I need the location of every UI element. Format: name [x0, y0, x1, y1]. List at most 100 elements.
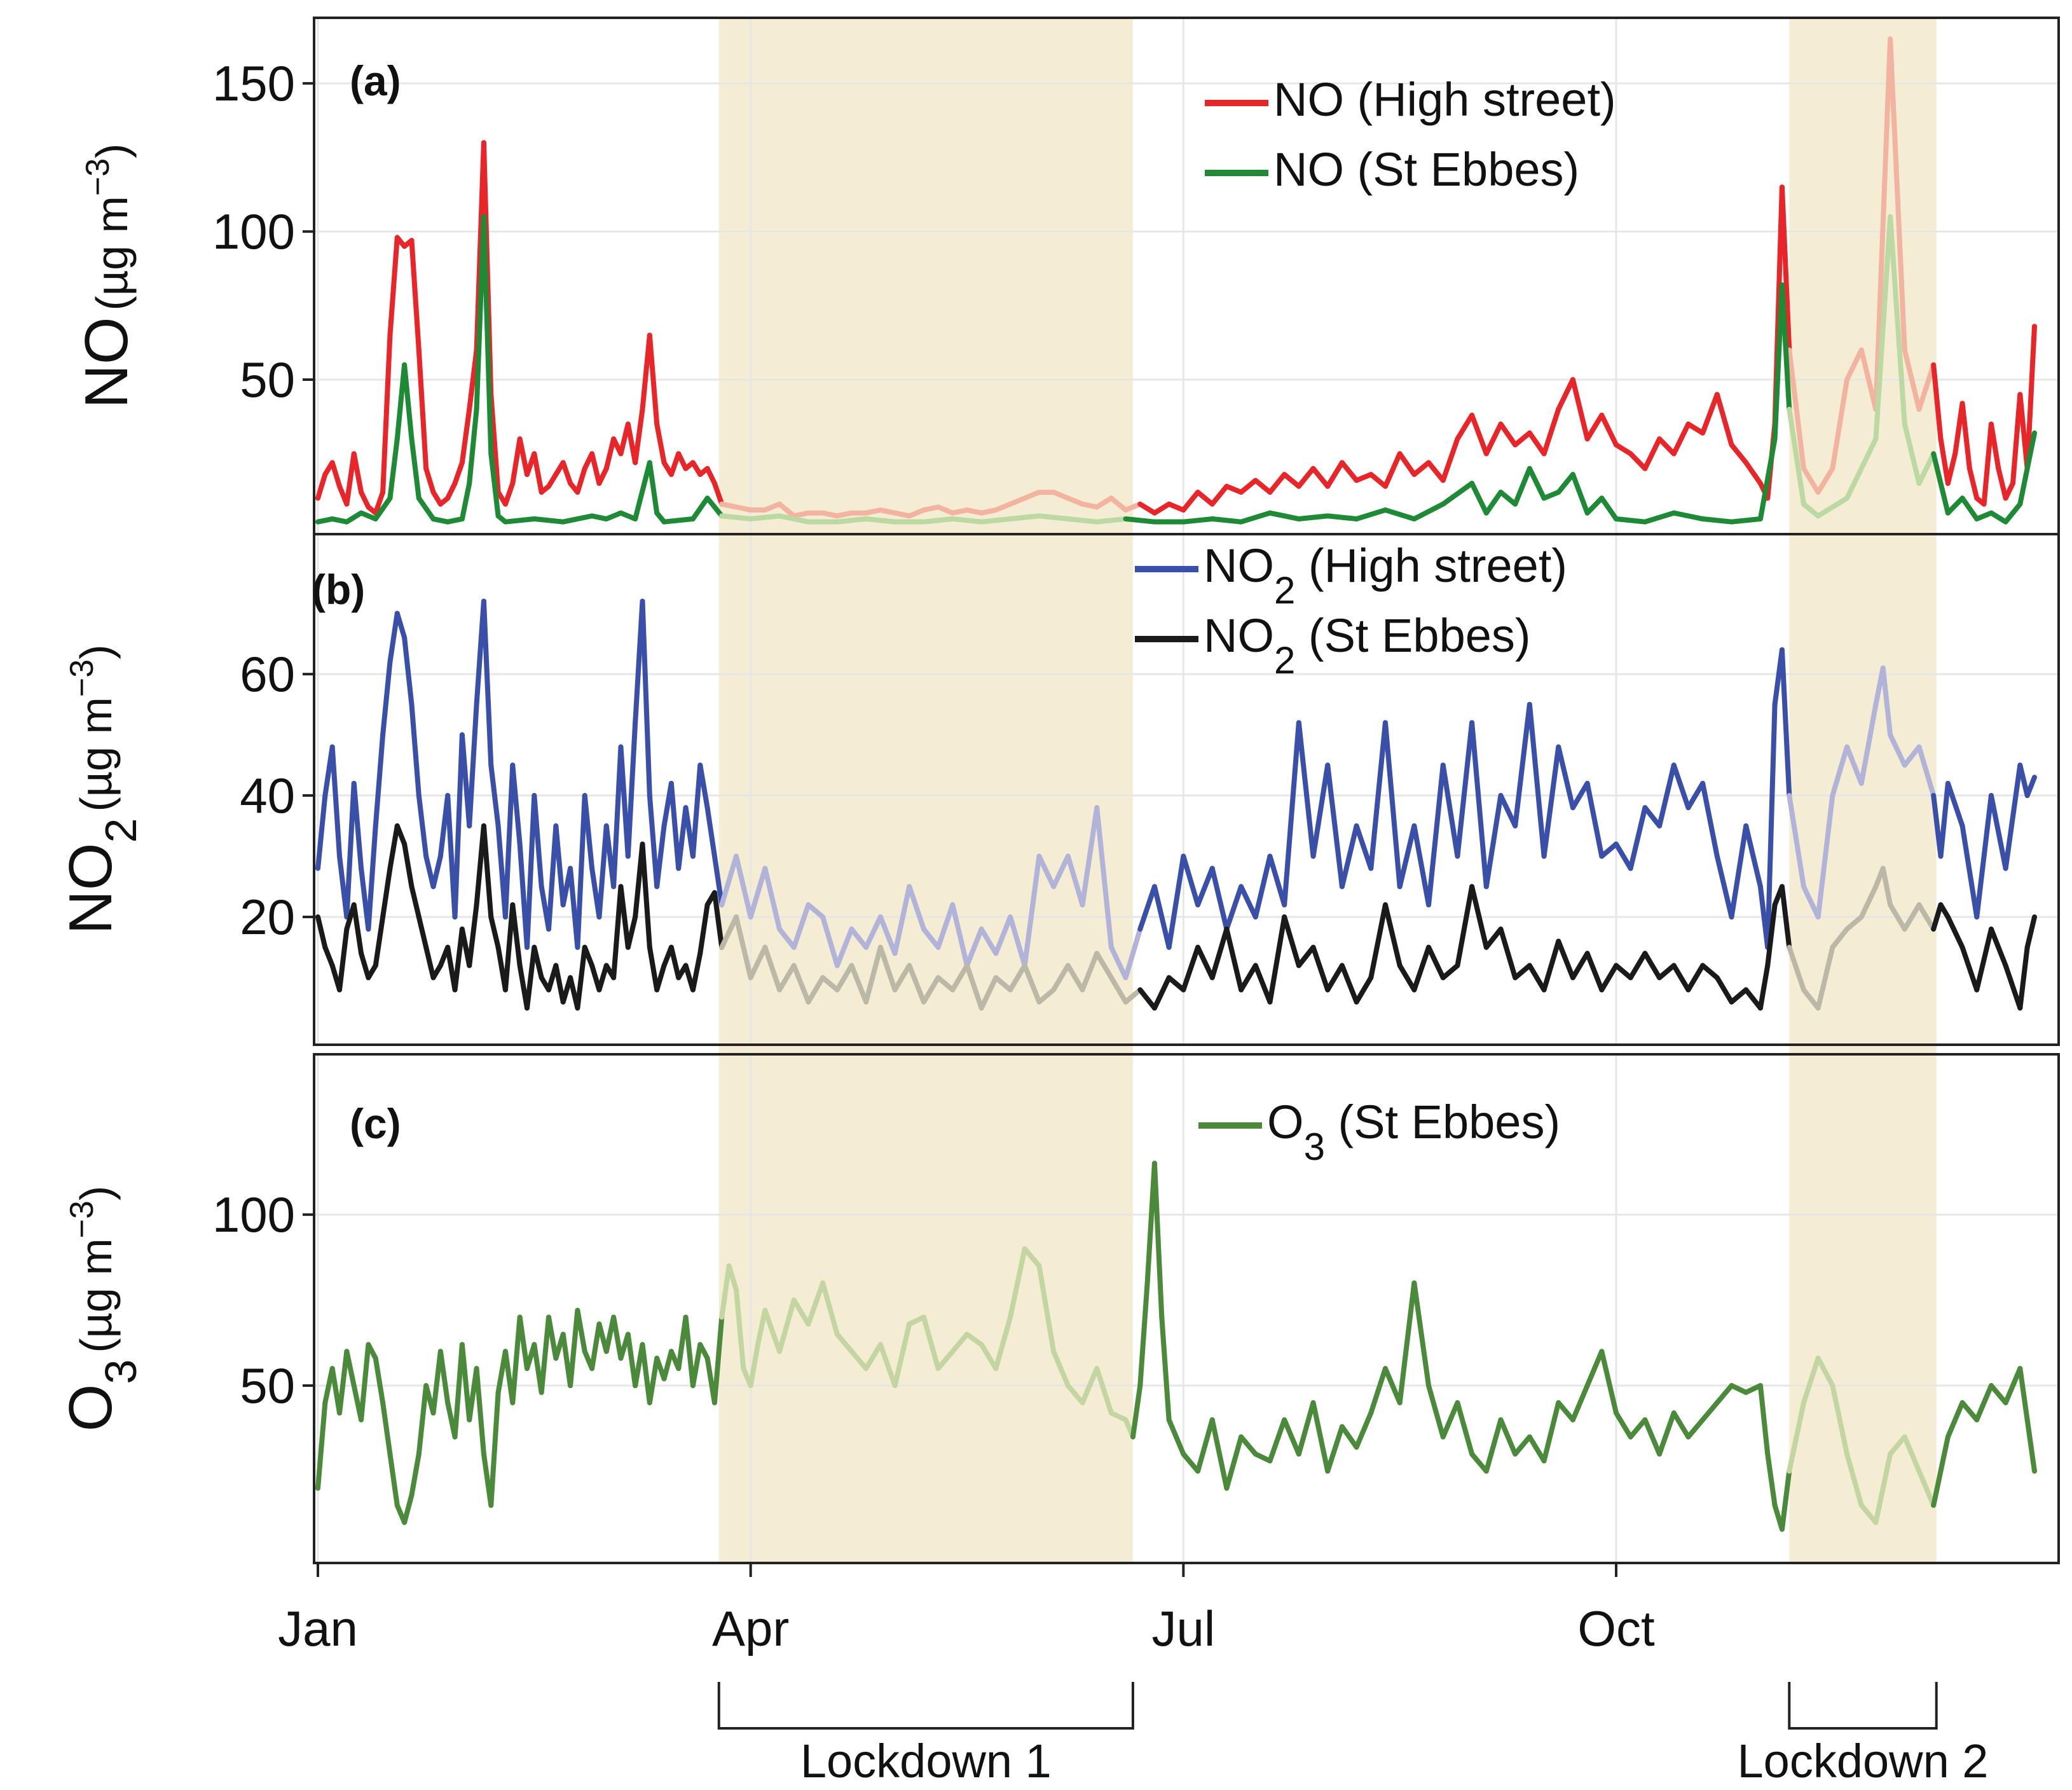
series-segment — [1700, 963, 1720, 981]
series-segment — [1181, 490, 1201, 513]
series-segment — [1959, 495, 1980, 522]
series-segment — [863, 944, 883, 1005]
series-segment — [726, 1263, 739, 1293]
series-no-high-street- — [315, 36, 2037, 519]
series-segment — [762, 865, 783, 932]
series-segment — [1238, 963, 1258, 993]
series-segment — [1426, 762, 1446, 907]
series-segment — [1959, 823, 1980, 920]
series-segment — [1815, 793, 1835, 920]
series-segment — [575, 1307, 587, 1354]
series-segment — [676, 805, 689, 871]
series-segment — [359, 510, 378, 522]
series-segment — [935, 975, 956, 993]
series-segment — [1556, 472, 1575, 495]
series-segment — [1541, 1400, 1561, 1464]
series-segment — [1599, 412, 1619, 448]
series-segment — [1022, 963, 1042, 1005]
series-segment — [1584, 1349, 1605, 1389]
series-segment — [532, 451, 544, 495]
series-segment — [2024, 1417, 2037, 1474]
series-segment — [640, 598, 652, 799]
series-segment — [834, 1332, 854, 1354]
series-segment — [539, 1314, 552, 1395]
series-segment — [1238, 510, 1273, 525]
series-segment — [1584, 495, 1605, 516]
series-segment — [1902, 744, 1922, 768]
series-segment — [1671, 963, 1691, 993]
series-segment — [935, 1349, 956, 1372]
series-segment — [661, 516, 696, 525]
series-segment — [502, 762, 516, 920]
series-segment — [1483, 421, 1504, 457]
series-segment — [351, 902, 364, 956]
series-segment — [1094, 516, 1129, 525]
series-segment — [1036, 987, 1057, 1005]
lockdown-bracket-2 — [1788, 1682, 1938, 1730]
y-label-unit-exponent: −3 — [79, 158, 116, 196]
series-segment — [762, 1307, 783, 1354]
series-segment — [1657, 436, 1677, 457]
series-segment — [329, 460, 343, 489]
series-segment — [1382, 1366, 1403, 1405]
series-segment — [1614, 963, 1633, 981]
series-segment — [1556, 1400, 1575, 1422]
series-segment — [640, 841, 652, 950]
y-label-subscript: 3 — [96, 1360, 146, 1384]
series-segment — [1996, 465, 2008, 501]
series-segment — [1714, 392, 1734, 448]
series-segment — [748, 944, 768, 981]
series-segment — [1541, 939, 1561, 993]
series-segment — [1729, 442, 1749, 465]
series-segment — [1252, 853, 1273, 920]
series-segment — [387, 610, 400, 664]
series-segment — [1513, 430, 1532, 448]
series-segment — [1931, 1434, 1951, 1508]
series-segment — [1513, 465, 1532, 507]
series-segment — [1801, 884, 1821, 920]
series-segment — [733, 914, 753, 981]
series-segment — [719, 914, 739, 950]
legend-label-subscript: 2 — [1274, 639, 1295, 682]
series-segment — [546, 1314, 559, 1361]
series-segment — [315, 472, 328, 501]
y-label-unit: (µg m — [87, 196, 137, 310]
series-segment — [315, 793, 328, 871]
series-segment — [1931, 902, 1944, 932]
series-segment — [1959, 944, 1980, 993]
series-segment — [704, 805, 717, 859]
series-segment — [1527, 430, 1547, 457]
series-segment — [993, 975, 1013, 993]
series-segment — [1830, 744, 1850, 799]
series-segment — [711, 853, 725, 907]
series-segment — [1151, 1160, 1165, 1320]
series-segment — [777, 926, 797, 950]
series-segment — [344, 451, 357, 507]
series-segment — [907, 507, 926, 519]
series-segment — [1974, 793, 1994, 920]
series-segment — [1685, 963, 1706, 993]
series-segment — [1483, 1417, 1504, 1474]
series-segment — [1137, 501, 1157, 516]
series-segment — [625, 914, 638, 950]
series-segment — [1022, 1246, 1042, 1269]
legend-label-subscript: 2 — [1274, 569, 1295, 612]
series-segment — [322, 944, 335, 968]
series-segment — [2024, 914, 2037, 950]
series-segment — [1513, 963, 1532, 981]
series-segment — [1339, 1424, 1359, 1450]
series-segment — [711, 481, 725, 507]
series-segment — [647, 793, 660, 890]
series-segment — [1008, 513, 1042, 522]
series-segment — [704, 495, 725, 519]
y-label-unit-close: ) — [71, 1186, 121, 1201]
series-segment — [1801, 501, 1821, 519]
series-segment — [1469, 720, 1489, 890]
series-segment — [863, 914, 883, 950]
series-segment — [1238, 1434, 1258, 1457]
series-segment — [690, 1342, 703, 1389]
series-segment — [359, 490, 371, 510]
series-segment — [1729, 516, 1763, 525]
series-segment — [1880, 865, 1893, 907]
series-segment — [1772, 282, 1785, 442]
